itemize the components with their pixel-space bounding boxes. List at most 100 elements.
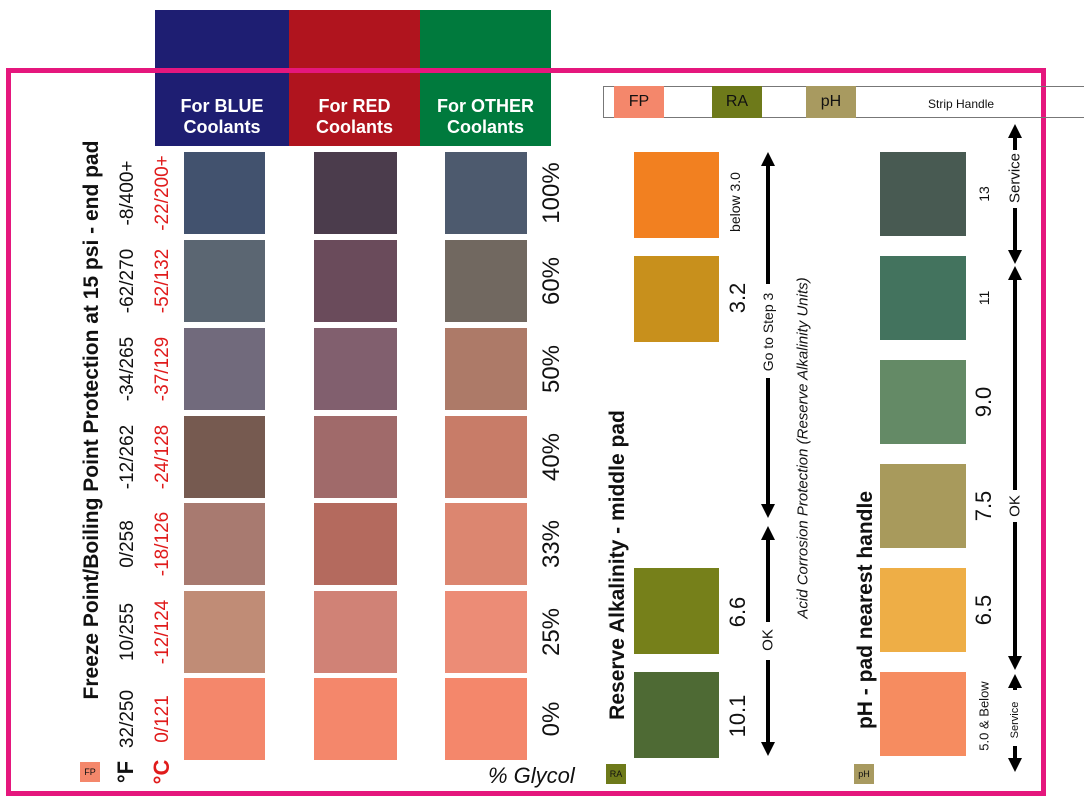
ph-ok-line-top — [1013, 278, 1017, 490]
blue-coolant-swatch — [184, 591, 265, 673]
other-coolant-swatch — [445, 503, 527, 585]
ph-title: pH - pad nearest handle — [854, 490, 877, 730]
celsius-value: -37/129 — [152, 336, 173, 402]
blue-coolant-swatch — [184, 152, 265, 234]
celsius-value: -52/132 — [152, 248, 173, 314]
ph-service-top-arrow-down — [1008, 250, 1022, 264]
other-coolant-swatch — [445, 678, 527, 760]
ph-label-5-below: 5.0 & Below — [976, 681, 992, 751]
ra-ok: OK — [759, 629, 777, 651]
ph-ok-arrow-down — [1008, 656, 1022, 670]
header-red-line2: Coolants — [315, 117, 393, 137]
blue-coolant-swatch — [184, 503, 265, 585]
red-coolant-swatch — [314, 328, 397, 410]
ph-label-13: 13 — [976, 186, 992, 202]
unit-c: °C — [149, 759, 174, 785]
red-coolant-swatch — [314, 416, 397, 498]
ra-ok-arrow-up — [761, 526, 775, 540]
ra-step3-line-bottom — [766, 378, 770, 506]
ph-label-9-0: 9.0 — [971, 386, 996, 418]
strip-ra-pad: RA — [712, 86, 762, 118]
red-coolant-swatch — [314, 152, 397, 234]
fahrenheit-value: -8/400+ — [117, 160, 138, 226]
header-blue: For BLUE Coolants — [155, 96, 289, 138]
celsius-value: -22/200+ — [152, 155, 173, 231]
blue-header-bar — [155, 10, 289, 146]
ph-service-top-arrow-up — [1008, 124, 1022, 138]
fahrenheit-value: -34/265 — [117, 336, 138, 402]
blue-coolant-swatch — [184, 240, 265, 322]
glycol-percent: 25% — [538, 607, 565, 657]
other-coolant-swatch — [445, 591, 527, 673]
ra-label-10-1: 10.1 — [725, 694, 750, 738]
ph-swatch-13 — [880, 152, 966, 236]
celsius-value: -24/128 — [152, 424, 173, 490]
header-red: For RED Coolants — [289, 96, 420, 138]
ph-service-bottom-arrow-down — [1008, 758, 1022, 772]
ra-title: Reserve Alkalinity - middle pad — [606, 410, 629, 720]
ph-swatch-11 — [880, 256, 966, 340]
header-other-line2: Coolants — [446, 117, 524, 137]
other-coolant-swatch — [445, 416, 527, 498]
freeze-title: Freeze Point/Boiling Point Protection at… — [80, 140, 103, 700]
ph-swatch-6-5 — [880, 568, 966, 652]
red-coolant-swatch — [314, 240, 397, 322]
celsius-value: -12/124 — [152, 599, 173, 665]
ph-ok-line-bottom — [1013, 522, 1017, 658]
header-other-line1: For OTHER — [437, 96, 534, 116]
fahrenheit-value: 32/250 — [117, 689, 138, 749]
red-coolant-swatch — [314, 503, 397, 585]
ra-step3-arrow-down — [761, 504, 775, 518]
ph-service-bottom-line-a — [1013, 686, 1017, 690]
other-coolant-swatch — [445, 152, 527, 234]
fahrenheit-value: 10/255 — [117, 602, 138, 662]
ph-label-7-5: 7.5 — [971, 490, 996, 522]
strip-fp-pad: FP — [614, 86, 664, 118]
strip-ph-pad: pH — [806, 86, 856, 118]
ph-badge: pH — [854, 764, 874, 784]
ra-swatch-10-1 — [634, 672, 719, 758]
fahrenheit-value: -62/270 — [117, 248, 138, 314]
glycol-label: % Glycol — [488, 763, 575, 788]
header-other: For OTHER Coolants — [420, 96, 551, 138]
ph-service-top: Service — [1006, 152, 1024, 204]
ra-label-below-3: below 3.0 — [727, 172, 743, 232]
ra-label-6-6: 6.6 — [725, 596, 750, 628]
ra-badge: RA — [606, 764, 626, 784]
ph-swatch-7-5 — [880, 464, 966, 548]
glycol-percent: 100% — [538, 162, 565, 224]
ra-swatch-3-2 — [634, 256, 719, 342]
fp-badge: FP — [80, 762, 100, 782]
ra-label-3-2: 3.2 — [725, 282, 750, 314]
header-blue-line2: Coolants — [183, 117, 261, 137]
ph-ok-arrow-up — [1008, 266, 1022, 280]
blue-coolant-swatch — [184, 328, 265, 410]
ra-ok-line-top — [766, 538, 770, 622]
chart-frame — [6, 68, 1046, 796]
ra-go-to-step: Go to Step 3 — [760, 292, 776, 372]
ph-service-bottom: Service — [1009, 701, 1021, 739]
glycol-percent: 60% — [538, 256, 565, 306]
fahrenheit-value: 0/258 — [117, 520, 138, 568]
ra-acid-note: Acid Corrosion Protection (Reserve Alkal… — [794, 277, 812, 619]
header-red-line1: For RED — [318, 96, 391, 116]
ph-service-bottom-line-b — [1013, 746, 1017, 760]
red-header-bar — [289, 10, 420, 146]
glycol-percent: 0% — [538, 701, 565, 737]
unit-f: °F — [113, 760, 138, 784]
red-coolant-swatch — [314, 591, 397, 673]
glycol-percent: 33% — [538, 519, 565, 569]
ph-label-11: 11 — [976, 290, 992, 306]
red-coolant-swatch — [314, 678, 397, 760]
other-coolant-swatch — [445, 240, 527, 322]
glycol-percent: 40% — [538, 432, 565, 482]
header-blue-line1: For BLUE — [180, 96, 264, 116]
ra-swatch-6-6 — [634, 568, 719, 654]
ph-swatch-9-0 — [880, 360, 966, 444]
ph-label-6-5: 6.5 — [971, 594, 996, 626]
strip-handle-label: Strip Handle — [928, 97, 995, 111]
ra-step3-arrow-up — [761, 152, 775, 166]
ph-service-top-line-a — [1013, 136, 1017, 150]
blue-coolant-swatch — [184, 416, 265, 498]
ra-ok-arrow-down — [761, 742, 775, 756]
